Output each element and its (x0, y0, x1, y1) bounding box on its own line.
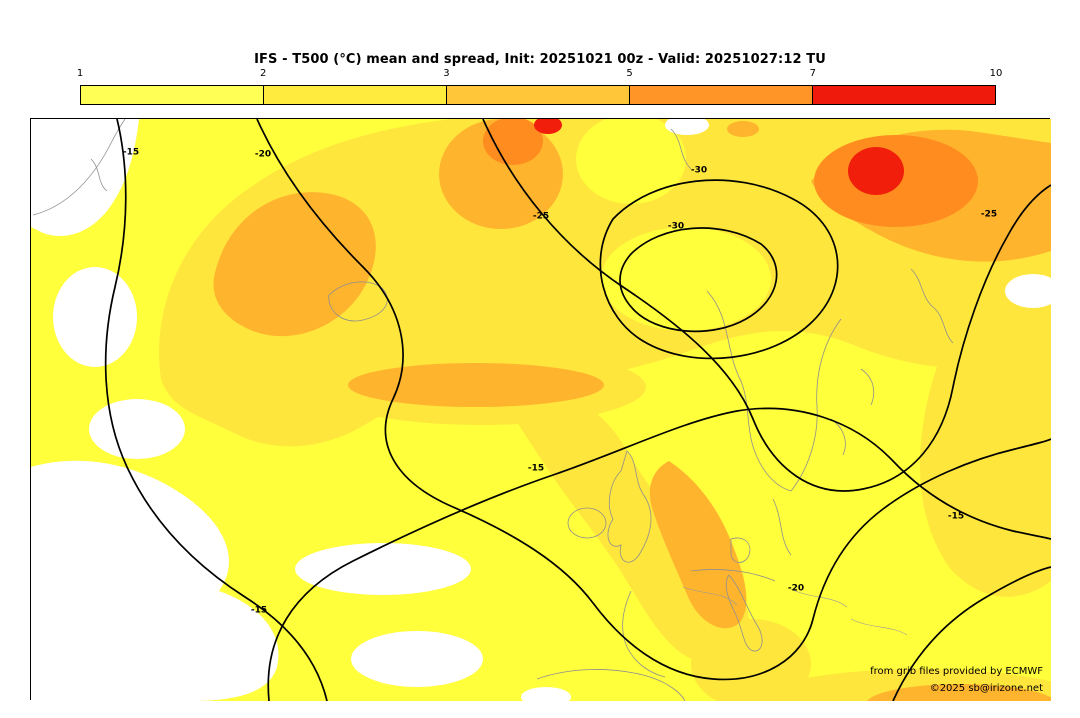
coastline (90, 158, 108, 192)
colorbar-segment (813, 86, 995, 104)
spread-region (213, 192, 376, 337)
country-border (850, 618, 908, 636)
coastline (910, 268, 954, 344)
coastline (607, 450, 652, 563)
colorbar-segment (447, 86, 630, 104)
colorbar-bar (80, 85, 996, 105)
contour-line (104, 119, 328, 701)
spread-region (348, 363, 604, 407)
spread-region (483, 119, 543, 165)
spread-region (848, 147, 904, 195)
spread-region (576, 119, 686, 204)
weather-map-svg (31, 119, 1051, 701)
spread-region (521, 687, 571, 701)
contour-line (482, 119, 1051, 492)
colorbar-tick: 2 (260, 68, 267, 79)
colorbar-ticks: 1 2 3 5 7 10 (76, 68, 1003, 82)
colorbar-segment (264, 86, 447, 104)
coastline (670, 128, 692, 170)
coastline (730, 537, 751, 563)
colorbar-tick: 5 (626, 68, 633, 79)
colorbar-tick: 10 (989, 68, 1003, 79)
spread-region (31, 119, 139, 237)
coastline (690, 569, 776, 582)
country-border (790, 588, 848, 608)
coastline (860, 368, 875, 406)
page-title: IFS - T500 (°C) mean and spread, Init: 2… (254, 52, 826, 67)
colorbar-tick: 3 (443, 68, 450, 79)
contour-line (267, 407, 1051, 701)
contour-line (599, 179, 839, 360)
spread-region (351, 631, 483, 687)
coastline (536, 669, 686, 701)
country-border (682, 586, 738, 606)
coastline (790, 318, 842, 492)
credit-irizone: ©2025 sb@irizone.net (929, 683, 1043, 694)
credit-ecmwf: from grib files provided by ECMWF (870, 666, 1043, 677)
spread-region (53, 267, 137, 367)
colorbar-segment (630, 86, 813, 104)
spread-region (31, 460, 279, 701)
spread-region (295, 543, 471, 595)
map-panel: -15 -20 -25 -30 -30 -25 -15 -15 -20 -15 from grib… (30, 118, 1051, 701)
contour-line (892, 566, 1051, 701)
coastline (622, 590, 666, 678)
spread-region (727, 121, 759, 137)
spread-region (1005, 274, 1051, 308)
colorbar-tick: 1 (76, 68, 84, 79)
coastline (32, 119, 126, 216)
spread-region (534, 119, 562, 134)
coastline (772, 498, 792, 556)
coastline (725, 574, 763, 652)
coastline (328, 281, 388, 322)
coastline (567, 507, 607, 539)
colorbar-segment (81, 86, 264, 104)
spread-fill-layer (31, 119, 1051, 701)
contour-line (619, 227, 778, 333)
spread-region (691, 619, 811, 701)
spread-region (601, 227, 771, 331)
colorbar: 1 2 3 5 7 10 (76, 68, 1003, 106)
contour-layer (104, 119, 1051, 701)
spread-region (649, 461, 747, 629)
spread-region (89, 399, 185, 459)
contour-line (256, 119, 1051, 681)
colorbar-tick: 7 (809, 68, 816, 79)
spread-region (867, 684, 1051, 701)
spread-region (665, 119, 709, 135)
